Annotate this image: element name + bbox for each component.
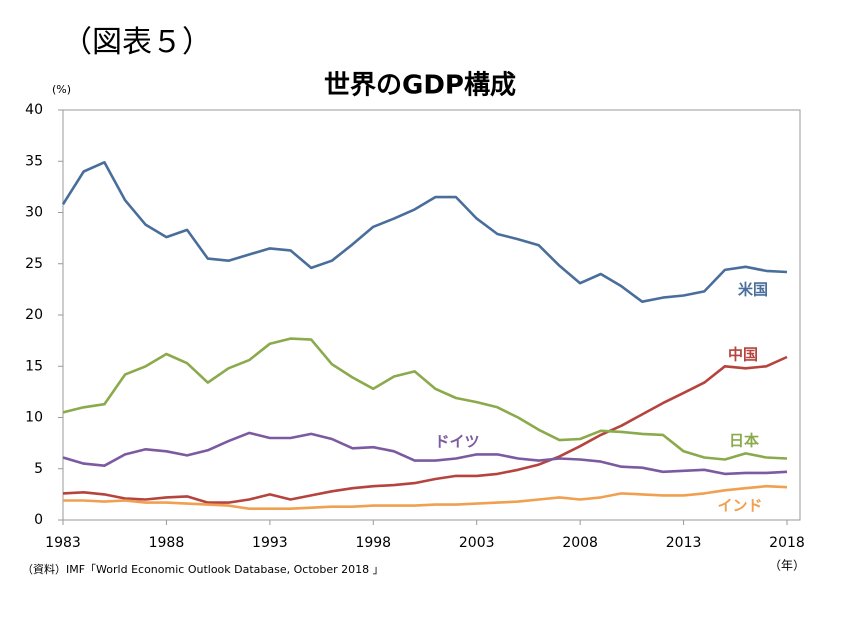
x-unit: （年） bbox=[769, 559, 805, 573]
figure-label: （図表５） bbox=[62, 25, 212, 60]
x-tick-label: 2018 bbox=[769, 535, 805, 551]
x-tick-label: 1988 bbox=[149, 535, 185, 551]
series-label: ドイツ bbox=[434, 433, 479, 451]
y-tick-label: 35 bbox=[25, 153, 43, 169]
chart-title: 世界のGDP構成 bbox=[324, 71, 516, 101]
y-tick-label: 20 bbox=[25, 307, 43, 323]
series-line bbox=[62, 337, 788, 461]
series-line bbox=[63, 484, 788, 510]
series-label: 日本 bbox=[729, 432, 759, 450]
y-unit: (%) bbox=[52, 83, 71, 96]
series-line bbox=[62, 431, 788, 476]
y-tick-label: 30 bbox=[25, 205, 43, 221]
y-tick-label: 25 bbox=[25, 256, 43, 272]
x-tick-label: 2013 bbox=[666, 535, 702, 551]
y-tick-label: 5 bbox=[34, 461, 43, 477]
y-tick-label: 40 bbox=[25, 102, 43, 118]
x-tick-label: 1983 bbox=[45, 535, 81, 551]
x-tick-label: 1993 bbox=[252, 535, 288, 551]
series-label: 米国 bbox=[738, 281, 768, 299]
series-line bbox=[61, 161, 788, 303]
y-tick-label: 15 bbox=[25, 358, 43, 374]
x-tick-label: 2003 bbox=[459, 535, 495, 551]
x-tick-label: 2008 bbox=[562, 535, 598, 551]
series-label: 中国 bbox=[728, 346, 758, 364]
y-tick-label: 0 bbox=[34, 512, 43, 528]
x-tick-label: 1998 bbox=[355, 535, 391, 551]
source-note: （資料）IMF「World Economic Outlook Database,… bbox=[22, 562, 384, 576]
series-line bbox=[62, 355, 788, 504]
y-tick-label: 10 bbox=[25, 410, 43, 426]
series-label: インド bbox=[717, 497, 762, 515]
plot-frame bbox=[62, 109, 801, 521]
